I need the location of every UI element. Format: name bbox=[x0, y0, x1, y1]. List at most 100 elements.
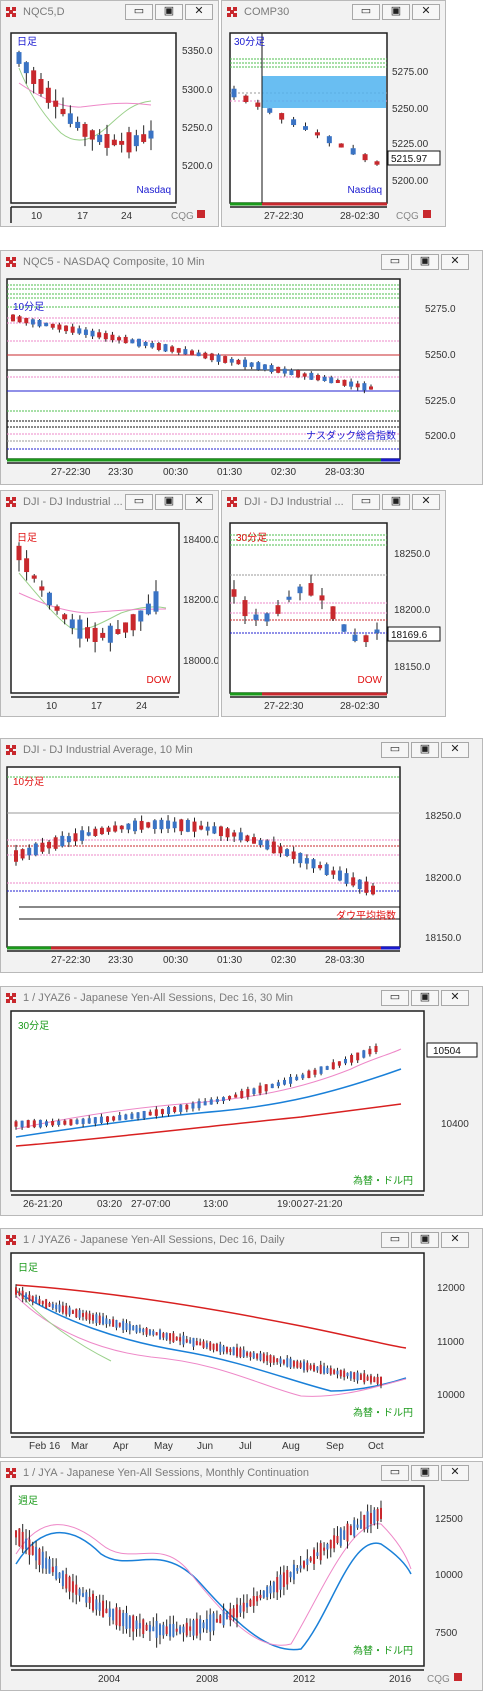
chart-area[interactable]: 10分足 ダウ平均指数 18250.0 18200.0 18150.0 27-2… bbox=[1, 761, 482, 972]
y-axis-labels: 5350.0 5300.0 5250.0 5200.0 bbox=[182, 46, 213, 172]
y-tick-label: 5200.0 bbox=[425, 431, 456, 442]
candle-body bbox=[212, 826, 217, 834]
candle-body bbox=[138, 1623, 141, 1629]
candle-body bbox=[239, 1348, 242, 1357]
chart-window[interactable]: DJI - DJ Industrial Average, 10 Min ▭ ▣ … bbox=[0, 738, 483, 973]
y-tick-label: 5250.0 bbox=[182, 123, 213, 134]
title-bar[interactable]: 1 / JYAZ6 - Japanese Yen-All Sessions, D… bbox=[1, 1229, 482, 1251]
candle-body bbox=[282, 1079, 286, 1085]
close-button[interactable]: ✕ bbox=[185, 4, 213, 20]
cqg-logo-icon bbox=[6, 257, 16, 267]
close-button[interactable]: ✕ bbox=[412, 494, 440, 510]
candle-body bbox=[146, 822, 151, 828]
maximize-button[interactable]: ▣ bbox=[155, 4, 183, 20]
candle-body bbox=[236, 1604, 239, 1618]
maximize-button[interactable]: ▣ bbox=[411, 742, 439, 758]
candle-body bbox=[118, 1609, 121, 1627]
minimize-button[interactable]: ▭ bbox=[381, 990, 409, 1006]
close-button[interactable]: ✕ bbox=[441, 1465, 469, 1481]
last-price: 5215.97 bbox=[391, 154, 428, 165]
maximize-button[interactable]: ▣ bbox=[411, 1465, 439, 1481]
minimize-button[interactable]: ▭ bbox=[381, 1232, 409, 1248]
candle-body bbox=[212, 1343, 215, 1350]
candle-body bbox=[336, 1370, 339, 1375]
last-price-box bbox=[387, 626, 441, 642]
candle-body bbox=[166, 820, 171, 829]
candle-body bbox=[126, 132, 132, 153]
candle-body bbox=[172, 821, 177, 829]
candle-body bbox=[326, 1367, 329, 1374]
close-button[interactable]: ✕ bbox=[412, 4, 440, 20]
close-button[interactable]: ✕ bbox=[441, 990, 469, 1006]
candle-body bbox=[189, 1626, 192, 1631]
title-bar[interactable]: DJI - DJ Industrial Average, 10 Min ▭ ▣ … bbox=[1, 739, 482, 761]
title-bar[interactable]: DJI - DJ Industrial ... ▭ ▣ ✕ bbox=[1, 491, 218, 513]
chart-area[interactable]: 30分足 Nasdaq 5275.00 5250.00 5225.00 5200… bbox=[222, 23, 445, 226]
x-axis-labels: 27-22:30 23:30 00:30 01:30 02:30 28-03:3… bbox=[51, 467, 365, 478]
close-button[interactable]: ✕ bbox=[441, 254, 469, 270]
candle-body bbox=[195, 1341, 198, 1346]
minimize-button[interactable]: ▭ bbox=[381, 1465, 409, 1481]
maximize-button[interactable]: ▣ bbox=[382, 4, 410, 20]
title-bar[interactable]: 1 / JYA - Japanese Yen-All Sessions, Mon… bbox=[1, 1462, 482, 1484]
candle-body bbox=[199, 1619, 202, 1634]
title-bar[interactable]: 1 / JYAZ6 - Japanese Yen-All Sessions, D… bbox=[1, 987, 482, 1009]
chart-area[interactable]: 10分足 ナスダック総合指数 5275.0 5250.0 5225.0 5200… bbox=[1, 273, 482, 484]
candle-body bbox=[152, 820, 157, 830]
chart-window[interactable]: 1 / JYA - Japanese Yen-All Sessions, Mon… bbox=[0, 1461, 483, 1691]
chart-window[interactable]: NQC5,D ▭ ▣ ✕ 日足 Nasdaq 5350.0 5300.0 525… bbox=[0, 0, 219, 227]
candle-body bbox=[118, 1115, 122, 1121]
chart-area[interactable]: 30分足 為替・ドル円 10400 10504 26-21:20 03:20 2… bbox=[1, 1009, 482, 1215]
candle-body bbox=[276, 366, 281, 373]
candle-body bbox=[236, 359, 241, 365]
candle-body bbox=[60, 108, 66, 115]
title-bar[interactable]: COMP30 ▭ ▣ ✕ bbox=[222, 1, 445, 23]
maximize-button[interactable]: ▣ bbox=[382, 494, 410, 510]
chart-area[interactable]: 日足 DOW 18400.0 18200.0 18000.0 10 17 24 bbox=[1, 513, 218, 716]
chart-window[interactable]: DJI - DJ Industrial ... ▭ ▣ ✕ 日足 DOW 184… bbox=[0, 490, 219, 717]
candle-body bbox=[253, 614, 259, 621]
chart-window[interactable]: 1 / JYAZ6 - Japanese Yen-All Sessions, D… bbox=[0, 986, 483, 1216]
minimize-button[interactable]: ▭ bbox=[381, 254, 409, 270]
chart-window[interactable]: DJI - DJ Industrial ... ▭ ▣ ✕ 30分足 DOW 1… bbox=[221, 490, 446, 717]
chart-window[interactable]: NQC5 - NASDAQ Composite, 10 Min ▭ ▣ ✕ 10… bbox=[0, 250, 483, 485]
chart-window[interactable]: 1 / JYAZ6 - Japanese Yen-All Sessions, D… bbox=[0, 1228, 483, 1458]
candle-body bbox=[148, 130, 154, 139]
candle-body bbox=[319, 1364, 322, 1374]
candle-body bbox=[44, 322, 49, 327]
candle-body bbox=[209, 1099, 213, 1105]
candles bbox=[11, 314, 373, 394]
chart-area[interactable]: 週足 為替・ドル円 12500 10000 7500 2004 2008 201… bbox=[1, 1484, 482, 1690]
candle-body bbox=[262, 364, 267, 371]
maximize-button[interactable]: ▣ bbox=[411, 1232, 439, 1248]
candle-body bbox=[130, 1113, 134, 1119]
chart-area[interactable]: 日足 Nasdaq 5350.0 5300.0 5250.0 5200.0 10… bbox=[1, 23, 218, 226]
candle-body bbox=[195, 1618, 198, 1636]
maximize-button[interactable]: ▣ bbox=[411, 254, 439, 270]
chart-area[interactable]: 日足 為替・ドル円 12000 11000 10000 Feb 16 Mar A… bbox=[1, 1251, 482, 1457]
close-button[interactable]: ✕ bbox=[185, 494, 213, 510]
close-button[interactable]: ✕ bbox=[441, 742, 469, 758]
maximize-button[interactable]: ▣ bbox=[411, 990, 439, 1006]
minimize-button[interactable]: ▭ bbox=[125, 4, 153, 20]
chart-area[interactable]: 30分足 DOW 18250.0 18200.0 18150.0 18169.6… bbox=[222, 513, 445, 716]
title-bar[interactable]: NQC5,D ▭ ▣ ✕ bbox=[1, 1, 218, 23]
title-bar[interactable]: DJI - DJ Industrial ... ▭ ▣ ✕ bbox=[222, 491, 445, 513]
title-bar[interactable]: NQC5 - NASDAQ Composite, 10 Min ▭ ▣ ✕ bbox=[1, 251, 482, 273]
minimize-button[interactable]: ▭ bbox=[352, 4, 380, 20]
x-tick-label: Jul bbox=[239, 1441, 252, 1452]
candle-body bbox=[351, 877, 356, 886]
x-axis-labels: 2004 2008 2012 2016 bbox=[98, 1674, 412, 1685]
minimize-button[interactable]: ▭ bbox=[352, 494, 380, 510]
candle-body bbox=[97, 134, 103, 143]
close-button[interactable]: ✕ bbox=[441, 1232, 469, 1248]
candle-body bbox=[139, 820, 144, 830]
minimize-button[interactable]: ▭ bbox=[125, 494, 153, 510]
candle-body bbox=[28, 1539, 31, 1555]
maximize-button[interactable]: ▣ bbox=[155, 494, 183, 510]
y-tick-label: 5250.00 bbox=[392, 104, 429, 115]
minimize-button[interactable]: ▭ bbox=[381, 742, 409, 758]
chart-window[interactable]: COMP30 ▭ ▣ ✕ 30分足 Nasdaq 5275.00 5250.00… bbox=[221, 0, 446, 227]
y-tick-label: 10400 bbox=[441, 1119, 469, 1130]
x-tick-label: 27-22:30 bbox=[51, 955, 91, 966]
